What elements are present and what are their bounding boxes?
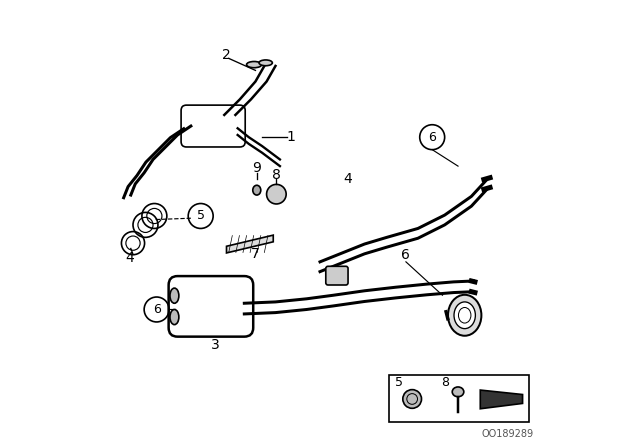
Ellipse shape (170, 310, 179, 325)
Ellipse shape (403, 390, 422, 408)
Text: 3: 3 (211, 338, 220, 352)
Text: 6: 6 (401, 248, 410, 262)
Text: 4: 4 (344, 172, 353, 186)
Ellipse shape (259, 60, 273, 66)
Text: 5: 5 (395, 376, 403, 389)
Ellipse shape (246, 61, 262, 68)
Ellipse shape (452, 387, 464, 397)
Text: OO189289: OO189289 (481, 429, 534, 439)
Text: 6: 6 (153, 303, 161, 316)
Text: 1: 1 (287, 130, 296, 144)
FancyBboxPatch shape (326, 266, 348, 285)
Circle shape (267, 185, 286, 204)
Ellipse shape (253, 185, 260, 195)
Polygon shape (480, 390, 523, 409)
FancyBboxPatch shape (168, 276, 253, 336)
Text: 6: 6 (428, 131, 436, 144)
Ellipse shape (170, 288, 179, 303)
Text: 8: 8 (441, 376, 449, 389)
Text: 9: 9 (252, 161, 261, 175)
Text: 4: 4 (125, 251, 134, 265)
Polygon shape (227, 235, 273, 253)
Ellipse shape (454, 302, 476, 329)
FancyBboxPatch shape (181, 105, 245, 147)
Text: 2: 2 (222, 48, 231, 62)
Bar (389, 375, 529, 422)
Text: 5: 5 (196, 210, 205, 223)
Text: 7: 7 (251, 247, 260, 261)
Text: 8: 8 (272, 168, 281, 182)
Ellipse shape (448, 295, 481, 336)
